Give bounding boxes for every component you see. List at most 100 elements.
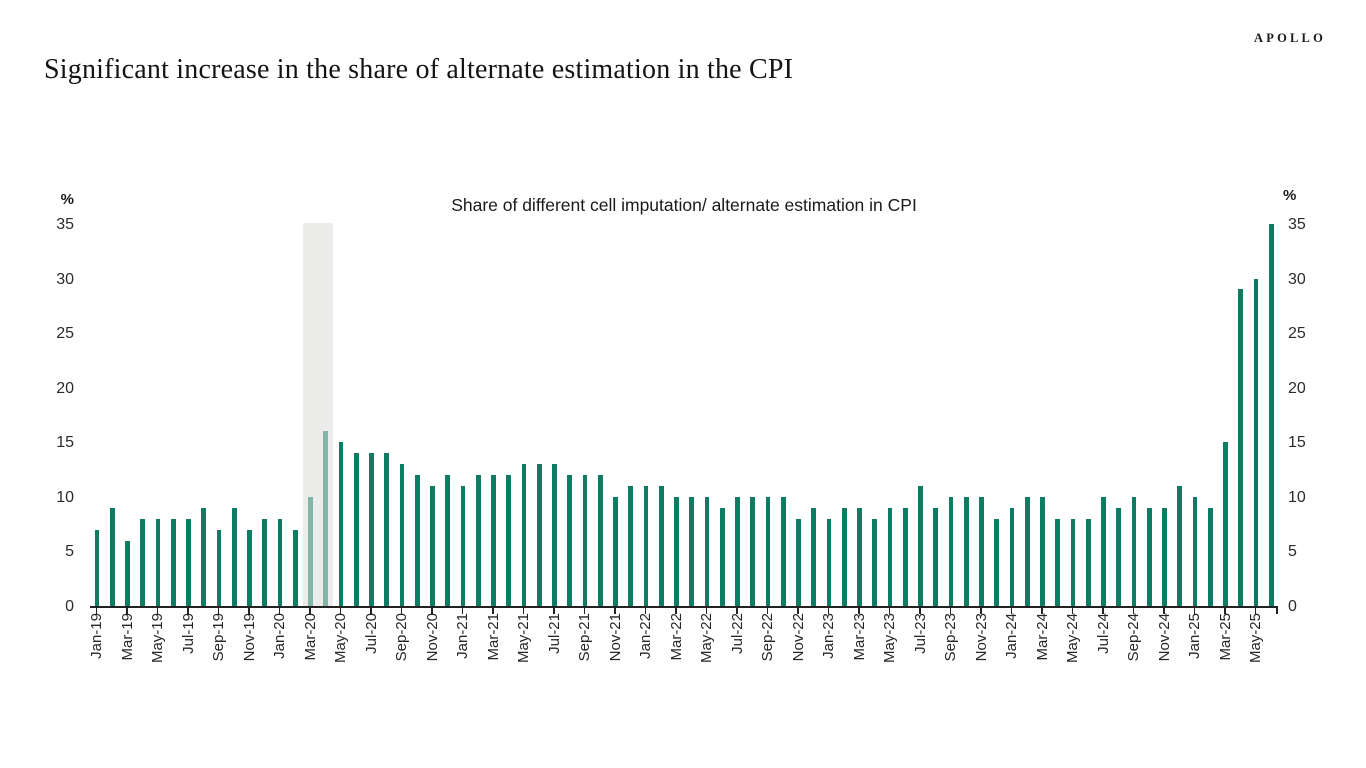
x-axis-end-tick	[1276, 608, 1278, 614]
bar	[796, 518, 801, 606]
bar	[826, 518, 832, 606]
bar	[1055, 518, 1061, 606]
x-axis-tick	[400, 608, 403, 614]
x-tick-label: Jan-20	[271, 613, 288, 659]
x-tick-label: Jul-21	[545, 613, 563, 654]
x-axis-tick	[553, 608, 555, 614]
x-axis-tick	[705, 608, 708, 614]
bar	[780, 496, 786, 606]
x-tick-label: Jul-23	[911, 613, 929, 654]
x-axis-tick	[217, 608, 220, 614]
bar	[262, 518, 268, 606]
bar	[1024, 496, 1030, 606]
x-axis-tick	[736, 608, 738, 614]
y-tick-label: 15	[1288, 434, 1306, 452]
bar	[201, 507, 207, 606]
y-axis-unit-right: %	[1283, 187, 1297, 204]
x-tick-label: Jan-19	[88, 613, 105, 659]
bar	[338, 442, 344, 606]
x-axis-tick	[461, 608, 464, 614]
x-tick-label: Jul-20	[362, 613, 380, 654]
y-tick-label: 20	[1288, 379, 1306, 397]
bar	[247, 529, 252, 606]
x-tick-label: Mar-19	[118, 613, 136, 661]
x-axis-tick	[370, 608, 372, 614]
bar	[979, 496, 984, 606]
x-tick-label: May-19	[149, 613, 166, 664]
x-tick-label: Jan-23	[820, 613, 837, 659]
x-axis-tick	[1254, 608, 1257, 614]
bar	[521, 464, 527, 606]
bar	[567, 475, 573, 606]
x-tick-label: May-20	[332, 613, 349, 664]
x-tick-label: Sep-22	[759, 613, 776, 662]
bar	[628, 485, 634, 606]
y-tick-label: 20	[56, 379, 74, 397]
x-axis-tick	[309, 608, 311, 614]
x-axis-tick	[858, 608, 860, 614]
x-axis-tick	[919, 608, 921, 614]
bar	[963, 496, 969, 606]
x-axis-tick	[1163, 608, 1165, 614]
bar	[552, 464, 557, 606]
bar	[292, 529, 298, 606]
x-tick-label: Mar-23	[850, 613, 868, 661]
bar	[582, 475, 588, 606]
x-axis-tick	[522, 608, 525, 614]
x-axis-tick	[614, 608, 616, 614]
x-axis-tick	[1193, 608, 1196, 614]
bar	[277, 518, 283, 606]
x-axis-tick	[1071, 608, 1074, 614]
x-axis-tick	[888, 608, 891, 614]
x-tick-label: May-21	[515, 613, 532, 664]
bar	[460, 485, 466, 606]
x-axis-tick	[1132, 608, 1135, 614]
page-title: Significant increase in the share of alt…	[44, 54, 794, 85]
y-tick-label: 25	[56, 325, 74, 343]
bar	[1253, 278, 1259, 606]
y-axis-unit-left: %	[60, 191, 74, 208]
bar	[704, 496, 710, 606]
x-tick-label: Nov-24	[1155, 613, 1173, 662]
bar	[369, 453, 374, 606]
x-tick-label: May-23	[881, 613, 898, 664]
x-tick-label: Jan-22	[637, 613, 654, 659]
bar	[1268, 224, 1274, 606]
bar	[902, 507, 908, 606]
bar	[887, 507, 893, 606]
x-tick-label: Jan-21	[454, 613, 471, 659]
x-axis-line	[90, 606, 1278, 609]
x-axis-tick	[1102, 608, 1104, 614]
bar	[506, 475, 512, 606]
x-tick-label: Sep-19	[210, 613, 227, 662]
bar	[689, 496, 695, 606]
bar	[1177, 485, 1183, 606]
x-tick-label: Mar-24	[1033, 613, 1051, 661]
x-axis-tick	[1010, 608, 1013, 614]
x-tick-label: Jul-22	[728, 613, 746, 654]
chart-title: Share of different cell imputation/ alte…	[451, 195, 917, 215]
x-axis-tick	[248, 608, 250, 614]
x-axis-tick	[1224, 608, 1226, 614]
bar	[719, 507, 725, 606]
x-axis-tick	[431, 608, 433, 614]
x-axis-tick	[339, 608, 342, 614]
x-axis-tick	[644, 608, 647, 614]
bar	[1162, 507, 1167, 606]
y-tick-label: 30	[56, 270, 74, 288]
bar	[536, 464, 542, 606]
bar	[643, 485, 649, 606]
x-tick-label: Jul-24	[1094, 613, 1112, 654]
bar	[445, 475, 451, 606]
x-tick-label: Nov-22	[789, 613, 807, 662]
y-tick-label: 30	[1288, 270, 1306, 288]
bar	[674, 496, 679, 606]
bar	[109, 507, 115, 606]
y-tick-label: 10	[56, 488, 74, 506]
bar	[94, 529, 100, 606]
x-tick-label: Sep-21	[576, 613, 593, 662]
bar	[414, 475, 420, 606]
bar	[994, 518, 1000, 606]
x-tick-label: Mar-20	[301, 613, 319, 661]
